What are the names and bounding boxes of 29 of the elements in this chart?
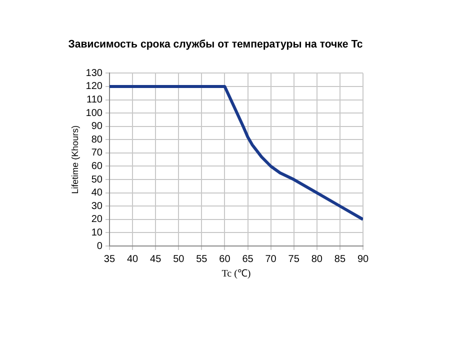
y-tick-label: 70 <box>91 148 103 159</box>
y-tick-label: 60 <box>91 160 103 172</box>
y-tick-label: 130 <box>86 68 103 79</box>
x-tick-label: 75 <box>288 254 300 265</box>
x-tick-label: 60 <box>219 254 231 265</box>
y-tick-label: 50 <box>91 174 103 186</box>
y-tick-label: 100 <box>86 108 103 119</box>
x-tick-label: 55 <box>196 254 208 265</box>
x-tick-label: 65 <box>242 254 254 265</box>
x-tick-label: 70 <box>265 254 277 265</box>
y-tick-label: 0 <box>96 240 103 252</box>
chart-title: Зависимость срока службы от температуры на точке Tc <box>68 38 363 51</box>
y-tick-label: 120 <box>86 81 103 92</box>
y-tick-label: 110 <box>86 94 103 106</box>
x-tick-label: 85 <box>334 254 346 265</box>
y-tick-label: 20 <box>91 214 103 226</box>
x-tick-label: 35 <box>104 254 116 265</box>
x-tick-label: 80 <box>311 254 323 265</box>
x-tick-label: 90 <box>357 254 369 265</box>
y-tick-label: 30 <box>91 200 103 212</box>
x-tick-label: 40 <box>126 254 139 265</box>
x-axis-title: Tc (℃) <box>222 268 251 280</box>
x-tick-label: 50 <box>173 254 185 265</box>
x-tick-label: 45 <box>150 254 162 265</box>
y-tick-label: 80 <box>91 134 103 146</box>
y-tick-label: 10 <box>91 227 103 238</box>
y-axis-title: Lifetime (Khours) <box>70 125 80 194</box>
y-tick-label: 90 <box>91 121 103 132</box>
y-tick-label: 40 <box>91 188 103 199</box>
